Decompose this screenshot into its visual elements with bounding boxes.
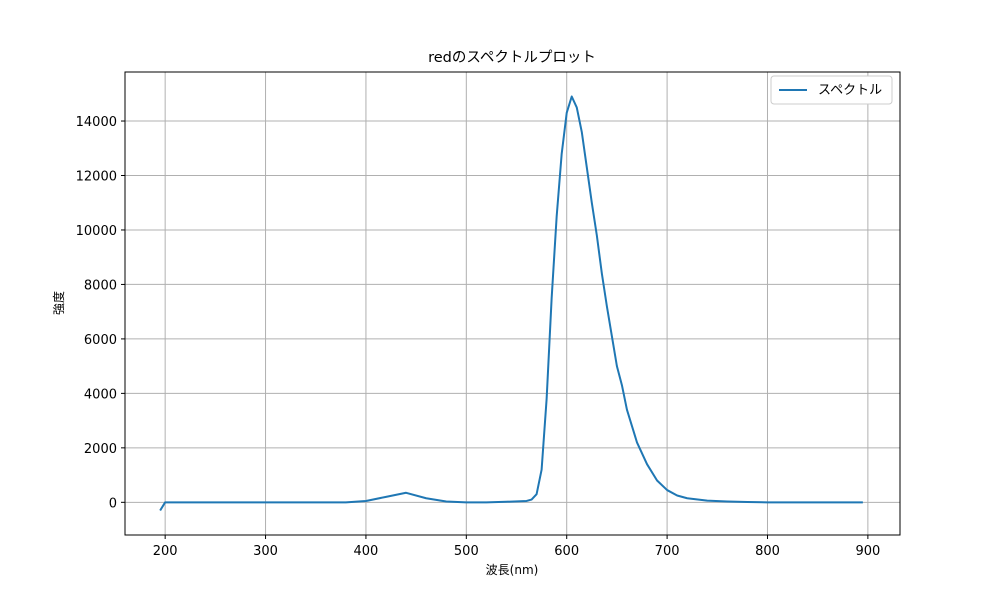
x-tick-label: 800: [755, 544, 780, 559]
plot-frame: [124, 71, 901, 536]
series-layer: [159, 95, 863, 512]
y-tick-label: 10000: [76, 224, 117, 239]
x-tick-label: 900: [855, 544, 880, 559]
x-tick-label: 300: [253, 544, 278, 559]
y-tick-label: 0: [109, 496, 117, 511]
x-axis-label: 波長(nm): [486, 563, 539, 577]
x-tick-label: 700: [655, 544, 680, 559]
y-tick-label: 14000: [76, 115, 117, 130]
x-tick-label: 600: [554, 544, 579, 559]
series-line: [159, 95, 863, 512]
y-axis-label: 強度: [51, 291, 66, 315]
y-tick-label: 6000: [84, 333, 117, 348]
y-tick-label: 4000: [84, 387, 117, 402]
plot-area: [125, 72, 900, 535]
y-tick-label: 12000: [76, 169, 117, 184]
x-tick-label: 500: [454, 544, 479, 559]
legend: スペクトル: [770, 75, 893, 105]
x-tick-label: 200: [153, 544, 178, 559]
x-tick-label: 400: [354, 544, 379, 559]
legend-box: [770, 75, 893, 105]
legend-label: スペクトル: [818, 83, 882, 98]
axis-ticks: 200 300 400 500 600 700 800 900 0 2000 4000 6000 800…: [76, 115, 881, 559]
y-tick-label: 8000: [84, 278, 117, 293]
y-tick-label: 2000: [84, 442, 117, 457]
chart-title: redのスペクトルプロット: [428, 49, 596, 66]
